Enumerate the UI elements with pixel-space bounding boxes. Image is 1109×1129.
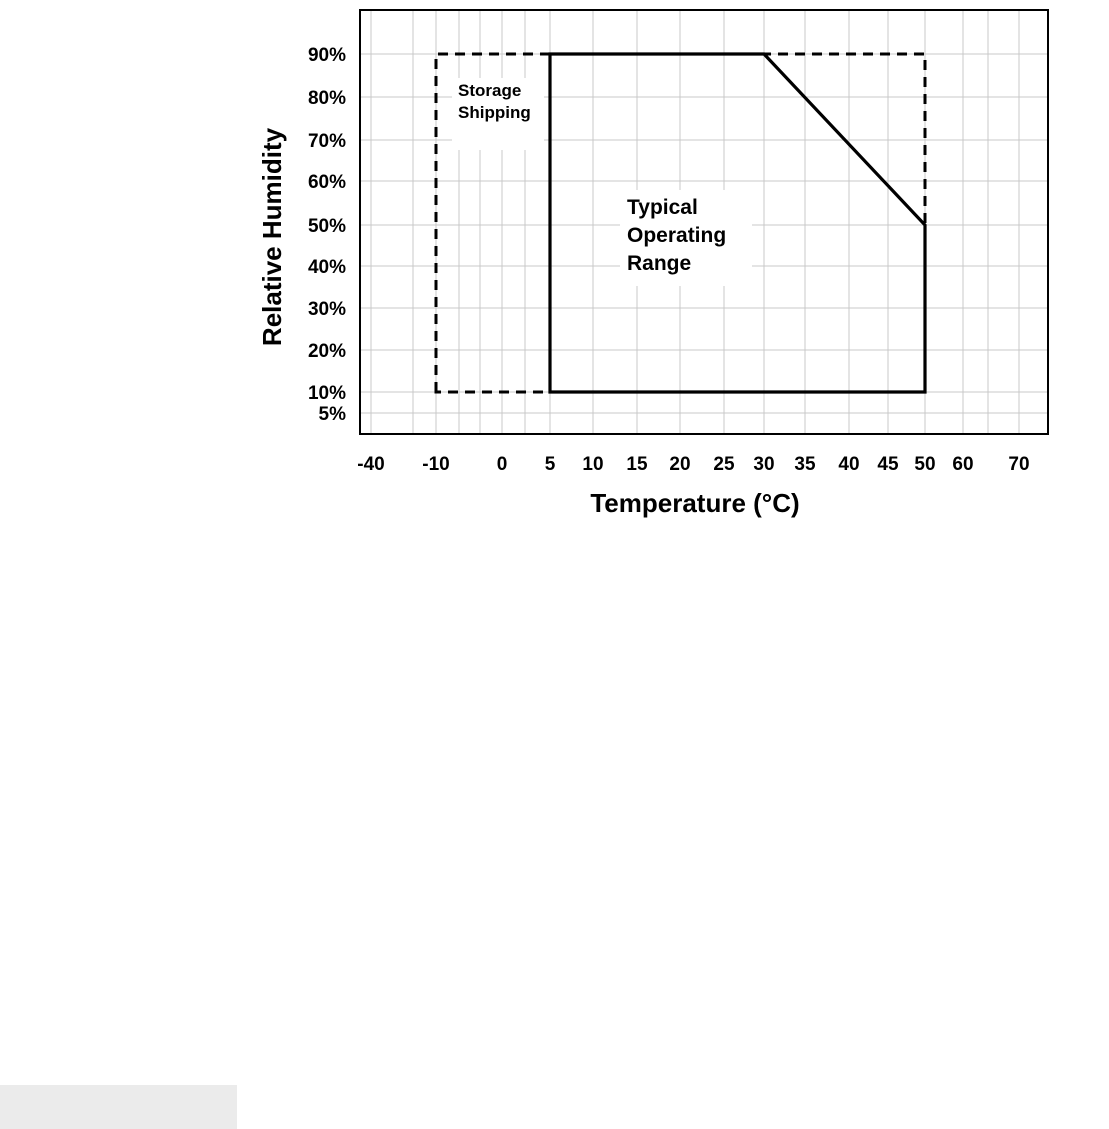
region-label-line: Range [627, 252, 691, 275]
x-tick-label: 30 [753, 454, 774, 475]
y-tick-label: 40% [308, 257, 346, 278]
x-axis-title: Temperature (°C) [590, 488, 799, 518]
x-tick-label: 10 [582, 454, 603, 475]
x-tick-label: -10 [422, 454, 449, 475]
regions [434, 52, 927, 394]
x-tick-label: 60 [952, 454, 973, 475]
region-outline-operating [548, 52, 927, 394]
y-tick-label: 80% [308, 88, 346, 109]
y-axis-title: Relative Humidity [257, 127, 287, 346]
region-label-line: Shipping [458, 103, 531, 122]
x-tick-label: 20 [669, 454, 690, 475]
plot-frame [359, 9, 1049, 435]
region-label-line: Typical [627, 196, 698, 219]
y-tick-label: 5% [319, 404, 347, 425]
y-tick-label: 50% [308, 216, 346, 237]
region-label-line: Operating [627, 224, 726, 247]
y-tick-label: 30% [308, 299, 346, 320]
x-tick-label: -40 [357, 454, 384, 475]
region-label-line: Storage [458, 81, 521, 100]
y-tick-label: 10% [308, 383, 346, 404]
x-tick-label: 0 [497, 454, 508, 475]
y-tick-label: 70% [308, 131, 346, 152]
region-label-background [452, 78, 544, 150]
region-label-background [620, 190, 752, 286]
x-tick-label: 40 [838, 454, 859, 475]
x-tick-label: 70 [1008, 454, 1029, 475]
x-tick-label: 25 [713, 454, 735, 475]
x-tick-label: 5 [545, 454, 556, 475]
x-tick-label: 45 [877, 454, 899, 475]
y-tick-label: 90% [308, 45, 346, 66]
region-labels: Storage Shipping Typical Operating Range [452, 78, 752, 286]
x-ticks: -40 -10 0 5 10 15 20 25 30 35 40 45 50 60 70 [357, 454, 1029, 475]
y-tick-label: 60% [308, 172, 346, 193]
y-tick-label: 20% [308, 341, 346, 362]
y-ticks: 90% 80% 70% 60% 50% 40% 30% 20% 10%5% [308, 45, 346, 425]
x-tick-label: 15 [626, 454, 648, 475]
footer-bar [0, 1085, 237, 1129]
x-tick-label: 50 [914, 454, 935, 475]
x-tick-label: 35 [794, 454, 816, 475]
